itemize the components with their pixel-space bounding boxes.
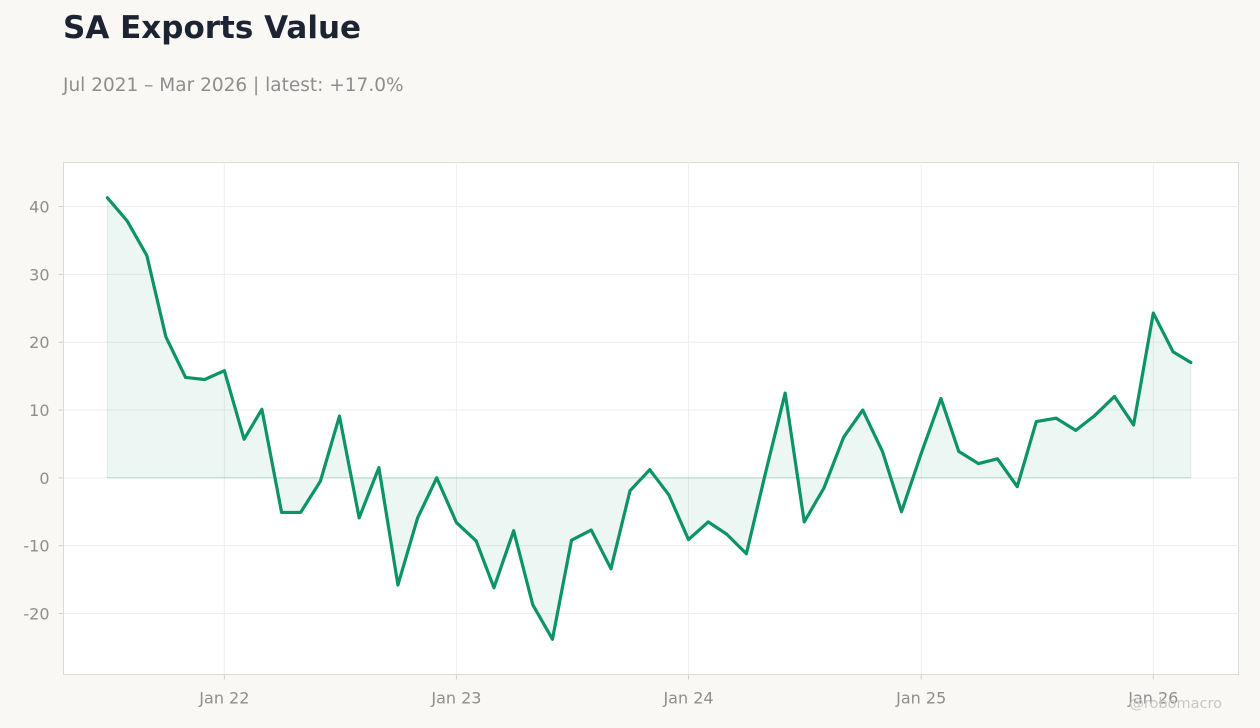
data-point [512, 529, 516, 533]
data-point [203, 378, 207, 381]
data-point [881, 449, 884, 453]
data-point [145, 254, 149, 257]
data-point [706, 520, 710, 524]
data-point [667, 493, 671, 497]
y-tick-label: -10 [23, 537, 49, 556]
data-point [492, 586, 496, 590]
data-point [260, 407, 264, 411]
data-point [455, 521, 458, 524]
data-point [1113, 395, 1116, 398]
data-point [1132, 423, 1135, 427]
data-point [900, 510, 903, 514]
data-point [764, 471, 767, 475]
x-tick-label: Jan 24 [662, 689, 713, 708]
y-tick-label: -20 [23, 604, 49, 623]
data-point [1015, 485, 1019, 489]
x-axis-ticks: Jan 22 Jan 23 Jan 24 Jan 25 Jan 26 [198, 674, 1178, 708]
grid-lines [63, 162, 1239, 675]
y-tick-label: 10 [29, 401, 49, 420]
x-tick-label: Jan 25 [895, 689, 946, 708]
data-point [687, 538, 690, 541]
data-point [222, 369, 226, 373]
data-point [1034, 420, 1038, 423]
data-point [589, 528, 593, 532]
data-point [861, 408, 865, 412]
x-tick-label: Jan 22 [198, 689, 249, 708]
data-point [551, 637, 554, 641]
data-point [783, 391, 787, 395]
data-point [842, 435, 846, 439]
data-point [725, 532, 729, 536]
data-point [1151, 311, 1155, 315]
data-point [338, 414, 341, 418]
data-point [609, 567, 613, 571]
data-point [822, 486, 826, 490]
data-point [105, 196, 109, 200]
data-point [396, 583, 400, 587]
data-point [1074, 428, 1078, 432]
y-tick-label: 20 [29, 333, 49, 352]
data-point [357, 516, 361, 520]
data-point [125, 219, 129, 223]
data-point [957, 449, 961, 453]
data-point [164, 335, 168, 339]
y-axis-ticks: 40 30 20 10 0 -10 -20 [23, 198, 64, 623]
y-tick-label: 0 [39, 469, 49, 488]
data-point [299, 511, 303, 514]
watermark: @robomacro [1129, 696, 1222, 712]
data-point [802, 520, 806, 524]
data-point [939, 397, 943, 400]
series-points [105, 196, 1193, 641]
data-point [318, 479, 322, 483]
x-tick-label: Jan 26 [1127, 689, 1178, 708]
data-point [1093, 414, 1097, 417]
data-point [184, 376, 187, 379]
chart-title: SA Exports Value [63, 10, 362, 46]
data-point [377, 466, 381, 470]
data-point [474, 539, 478, 543]
y-tick-label: 40 [29, 198, 49, 217]
data-point [570, 538, 573, 542]
plot-area [63, 162, 1239, 675]
data-point [280, 511, 283, 514]
data-point [648, 468, 652, 472]
data-point [1189, 361, 1193, 364]
data-point [416, 516, 420, 520]
chart-subtitle: Jul 2021 – Mar 2026 | latest: +17.0% [63, 75, 404, 96]
data-point [744, 552, 748, 556]
data-point [919, 452, 923, 455]
data-point [1171, 350, 1175, 354]
data-point [1054, 416, 1058, 420]
x-tick-label: Jan 23 [430, 689, 481, 708]
y-tick-label: 30 [29, 265, 49, 284]
data-point [996, 457, 999, 461]
data-point [435, 476, 439, 480]
data-point [628, 489, 632, 493]
data-point [531, 603, 535, 607]
data-point [977, 462, 980, 465]
data-point [242, 437, 246, 441]
